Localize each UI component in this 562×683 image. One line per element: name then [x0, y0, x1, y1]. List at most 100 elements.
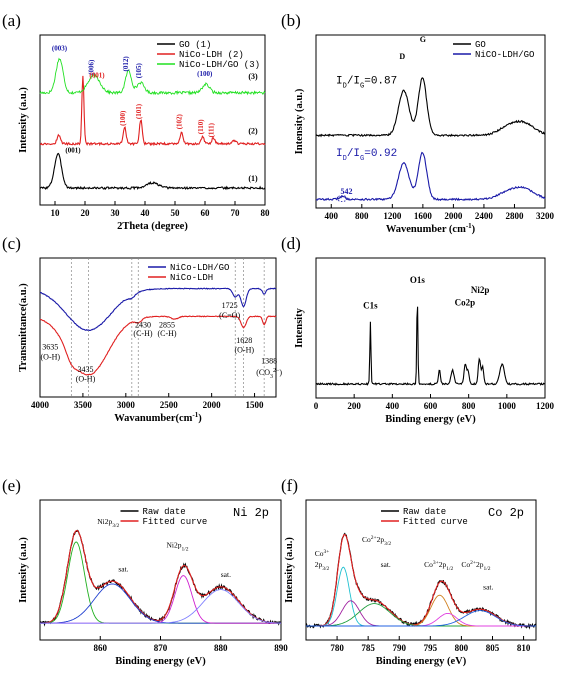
- x-tick-label: 2800: [505, 211, 524, 221]
- x-tick-label: 785: [361, 643, 375, 653]
- peak-label: sat.: [221, 570, 231, 579]
- x-tick-label: 810: [517, 643, 531, 653]
- curve-label: (1): [248, 174, 258, 183]
- peak-label: Co2+2p3/2: [362, 535, 391, 547]
- x-tick-label: 200: [347, 401, 361, 411]
- x-tick-label: 805: [486, 643, 500, 653]
- legend-entry: NiCo-LDH/GO (3): [179, 60, 260, 70]
- x-tick-label: 790: [392, 643, 406, 653]
- panel-label: (e): [2, 476, 21, 495]
- x-tick-label: 800: [355, 211, 369, 221]
- x-tick-label: 870: [154, 643, 168, 653]
- annotation: 1628: [236, 336, 252, 345]
- annotation: (100): [119, 110, 127, 126]
- peak-label: Co3+2p1/2: [424, 560, 453, 572]
- annotation: (001): [89, 72, 105, 80]
- legend-entry: Fitted curve: [403, 517, 468, 527]
- series-line-1: [315, 306, 546, 386]
- x-tick-label: 3200: [536, 211, 555, 221]
- x-tick-label: 860: [94, 643, 108, 653]
- legend-entry: Raw date: [143, 507, 186, 517]
- peak-label: sat.: [381, 560, 391, 569]
- annotation: (105): [135, 62, 143, 78]
- annotation: (O-H): [41, 352, 61, 361]
- peak-label: Ni2p3/2: [97, 517, 119, 529]
- series-line-1: [39, 152, 266, 191]
- series-line-2: [39, 529, 282, 624]
- panel-label: (d): [281, 234, 301, 253]
- panel-label: (b): [281, 11, 301, 30]
- x-tick-label: 1600: [414, 211, 433, 221]
- annotation: O1s: [410, 275, 426, 285]
- annotation: (102): [176, 113, 184, 129]
- series-line-5: [40, 575, 281, 624]
- series-line-3: [40, 541, 281, 624]
- legend-entry: Fitted curve: [143, 517, 208, 527]
- annotation: 3635: [42, 343, 58, 352]
- annotation: (O-H): [234, 346, 254, 355]
- peak-label: Co2+2p1/2: [461, 560, 490, 572]
- x-axis-label: Binding energy (eV): [385, 414, 476, 425]
- annotation: (111): [208, 122, 216, 137]
- x-tick-label: 795: [424, 643, 438, 653]
- x-tick-label: 800: [455, 643, 469, 653]
- peak-label: sat.: [118, 564, 128, 573]
- x-tick-label: 2000: [444, 211, 463, 221]
- series-line-1: [39, 287, 277, 331]
- legend-entry: NiCo-LDH: [170, 273, 213, 283]
- annotation: (C-H): [133, 329, 152, 338]
- panel-f: (f) 780 785 790 795 800 805 810 Binding energy (…: [281, 476, 537, 667]
- annotation: (C-H): [157, 329, 176, 338]
- x-tick-label: 780: [330, 643, 344, 653]
- x-tick-label: 60: [201, 208, 211, 218]
- panel-a: (a) 10 20 30 40 50 60 70 80 2Theta (degree) Intens…: [2, 11, 270, 232]
- x-tick-label: 2500: [160, 400, 179, 410]
- series-line-1: [305, 532, 537, 630]
- annotation: 1725: [222, 301, 238, 310]
- y-axis-label: Intensity (a.u.): [294, 88, 305, 154]
- x-tick-label: 70: [231, 208, 241, 218]
- x-tick-label: 890: [274, 643, 288, 653]
- y-axis-label: Intensity (a.u.): [18, 87, 29, 153]
- x-tick-label: 10: [51, 208, 61, 218]
- x-tick-label: 880: [214, 643, 228, 653]
- peak-label: Ni2p1/2: [167, 541, 189, 553]
- x-tick-label: 40: [141, 208, 151, 218]
- legend-entry: GO: [475, 40, 486, 50]
- annotation: (101): [135, 103, 143, 119]
- axes-frame: [315, 34, 546, 209]
- x-axis-label: Wavenumber (cm-1): [386, 222, 476, 235]
- x-tick-label: 800: [462, 401, 476, 411]
- annotation: Ni2p: [471, 285, 490, 295]
- legend-entry: NiCO-LDH/GO: [475, 50, 534, 60]
- x-axis-label: 2Theta (degree): [117, 221, 188, 232]
- legend-entry: Raw date: [403, 507, 446, 517]
- id-ig-ratio: ID/IG=0.92: [336, 148, 397, 163]
- x-tick-label: 30: [111, 208, 121, 218]
- annotation: (O-H): [76, 375, 96, 384]
- x-tick-label: 2000: [203, 400, 222, 410]
- peak-label: sat.: [483, 583, 493, 592]
- peak-label: Co3+: [315, 549, 330, 558]
- series-line-3: [306, 566, 536, 627]
- series-line-1: [39, 529, 282, 627]
- x-tick-label: 600: [424, 401, 438, 411]
- axes-frame: [39, 34, 266, 206]
- chart-title: Co 2p: [488, 506, 524, 520]
- annotation: Co2p: [455, 298, 476, 308]
- annotation: 2430: [135, 321, 151, 330]
- x-axis-label: Wavanumber(cm-1): [114, 411, 202, 424]
- annotation: (100): [197, 70, 213, 78]
- x-tick-label: 20: [81, 208, 91, 218]
- x-tick-label: 400: [386, 401, 400, 411]
- x-tick-label: 4000: [31, 400, 50, 410]
- annotation: (006): [87, 59, 95, 75]
- x-axis-label: Binding energy (eV): [115, 656, 206, 667]
- series-line-2: [39, 315, 277, 376]
- x-tick-label: 400: [325, 211, 339, 221]
- y-axis-label: Intensity (a.u.): [18, 537, 29, 603]
- x-tick-label: 80: [261, 208, 271, 218]
- peak-marker: [336, 195, 348, 202]
- annotation: (110): [197, 119, 205, 134]
- panel-d: (d) 0 200 400 600 800 1000 1200 Binding energy (…: [281, 234, 555, 425]
